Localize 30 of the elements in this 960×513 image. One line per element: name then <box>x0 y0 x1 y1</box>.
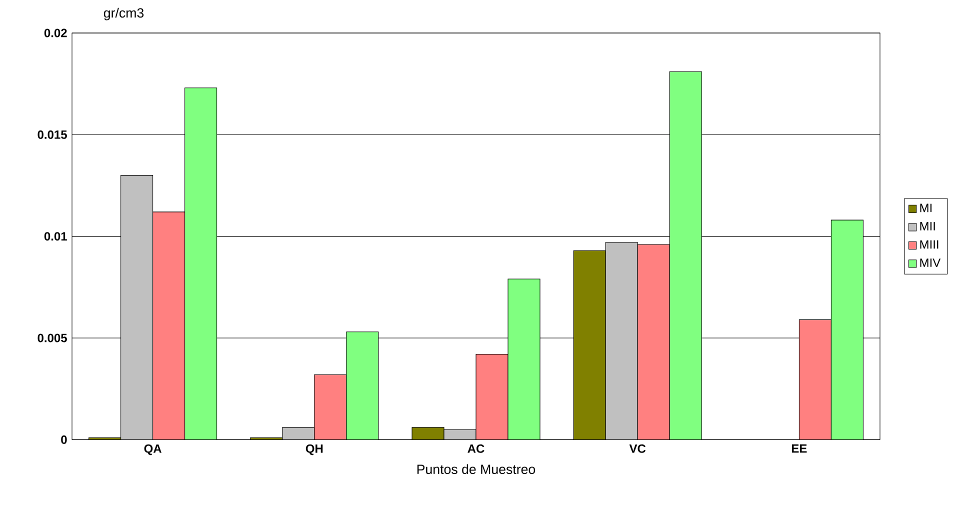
y-axis-title: gr/cm3 <box>104 8 144 20</box>
y-tick-label: 0.015 <box>38 130 67 139</box>
legend-label: MII <box>920 222 935 230</box>
bar <box>120 175 154 440</box>
bar <box>152 212 186 440</box>
x-tick-label: VC <box>629 444 646 453</box>
x-axis-title: Puntos de Muestreo <box>417 464 536 474</box>
bar <box>508 278 540 440</box>
bar <box>605 242 638 440</box>
x-tick-label: QH <box>306 444 323 456</box>
bar <box>669 71 702 440</box>
y-tick-label: 0.02 <box>44 28 67 38</box>
legend-label: MI <box>920 204 932 212</box>
y-tick-label: 0.005 <box>38 334 67 342</box>
y-tick-label: 0.01 <box>44 232 67 241</box>
x-tick-label: AC <box>468 444 484 453</box>
bar <box>346 332 379 440</box>
x-tick-label: EE <box>792 444 807 453</box>
bar <box>444 429 476 440</box>
bar <box>637 244 670 440</box>
bar <box>830 220 864 440</box>
bar <box>314 374 347 440</box>
legend-label: MIV <box>920 258 941 267</box>
bar <box>184 88 218 440</box>
bar <box>798 319 832 440</box>
legend-label: MIII <box>920 240 938 249</box>
x-tick-label: QA <box>144 444 162 456</box>
bar <box>476 354 508 440</box>
bar <box>282 427 314 440</box>
y-tick-label: 0 <box>61 435 67 444</box>
